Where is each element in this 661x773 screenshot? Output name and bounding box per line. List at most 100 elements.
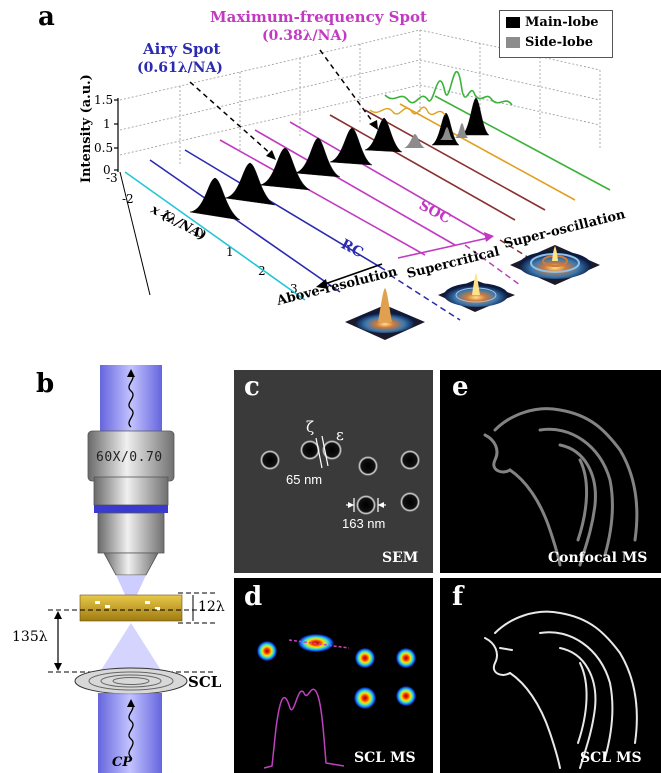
panel-label-a: a bbox=[38, 2, 55, 32]
objective-label: 60X/0.70 bbox=[96, 450, 163, 465]
scl-spots bbox=[257, 634, 416, 769]
spot-superoscillation bbox=[510, 245, 600, 285]
lobe-3 bbox=[259, 147, 311, 191]
ytick-0.5: 0.5 bbox=[94, 141, 113, 155]
lobe-7 bbox=[431, 112, 460, 146]
scl-ms-caption-d: SCL MS bbox=[354, 750, 416, 766]
legend-side-text: Side-lobe bbox=[525, 35, 594, 50]
gap-65-label: 65 nm bbox=[286, 472, 323, 487]
curve-purple-1 bbox=[219, 139, 426, 256]
label-rc: RC bbox=[338, 236, 366, 261]
gap-label: 12λ bbox=[198, 599, 225, 615]
dashed-arrows bbox=[189, 49, 376, 156]
focus-cone-top bbox=[116, 575, 146, 608]
distance-label: 135λ bbox=[12, 629, 48, 645]
label-superoscillation: Super-oscillation bbox=[502, 207, 627, 252]
cp-label: CP bbox=[112, 755, 133, 770]
wave-bottom bbox=[128, 702, 134, 758]
xtick-0: 0 bbox=[196, 226, 204, 240]
label-soc: SOC bbox=[416, 197, 453, 227]
label-supercritical: Supercritical bbox=[405, 244, 501, 282]
panel-label-c: c bbox=[244, 372, 260, 402]
spot-airy bbox=[345, 288, 425, 340]
scl-label: SCL bbox=[188, 673, 222, 691]
curve-green bbox=[434, 95, 611, 191]
airy-value: (0.61λ/NA) bbox=[137, 60, 223, 76]
focus-cone-bottom bbox=[98, 623, 164, 675]
confocal-lion bbox=[483, 407, 639, 567]
main-lobes bbox=[189, 97, 490, 221]
x-axis bbox=[119, 171, 151, 296]
epsilon-label: ε bbox=[336, 426, 344, 444]
above-resolution-arrow bbox=[321, 263, 383, 286]
panel-a-plot: 1.5 1 0.5 0 Intensity (a.u.) -3 -2 -1 0 … bbox=[79, 29, 627, 340]
gold-sample bbox=[79, 594, 183, 622]
sidelobe-1 bbox=[404, 134, 425, 148]
curve-cyan bbox=[124, 171, 306, 301]
lobe-2 bbox=[224, 162, 276, 206]
side-lobe-swatch bbox=[506, 37, 520, 48]
supercritical-arrow-head bbox=[484, 232, 494, 242]
supercritical-arrow bbox=[397, 237, 489, 259]
legend-main-text: Main-lobe bbox=[525, 15, 599, 30]
spot-supercritical bbox=[438, 273, 515, 312]
maxfreq-title: Maximum-frequency Spot bbox=[210, 8, 427, 26]
lobe-6 bbox=[364, 117, 403, 153]
scl-ms-caption-f: SCL MS bbox=[580, 750, 642, 766]
xtick--1: -1 bbox=[160, 208, 172, 222]
arrow-head-2 bbox=[369, 120, 378, 130]
lobe-8 bbox=[461, 97, 490, 136]
y-axis-label: Intensity (a.u.) bbox=[79, 74, 94, 183]
legend: Main-lobe Side-lobe bbox=[499, 10, 613, 58]
ytick-0: 0 bbox=[103, 163, 111, 177]
airy-title: Airy Spot bbox=[143, 40, 221, 58]
panel-b: b bbox=[0, 365, 225, 773]
panel-c: c ζ ε 65 nm 163 nm SEM bbox=[234, 370, 433, 573]
legend-main-lobe: Main-lobe bbox=[506, 15, 599, 30]
panel-d: d SCL MS bbox=[234, 578, 433, 773]
main-lobe-swatch bbox=[506, 17, 520, 28]
arrow-head-1 bbox=[266, 150, 276, 160]
profile-curve bbox=[263, 688, 345, 769]
baseline-curves bbox=[124, 95, 611, 301]
side-lobes bbox=[404, 123, 468, 148]
curve-brown-1 bbox=[329, 114, 516, 221]
sem-caption: SEM bbox=[382, 550, 419, 566]
xtick-1: 1 bbox=[226, 245, 234, 259]
curve-soc bbox=[289, 121, 486, 236]
grid-back-wall bbox=[119, 29, 601, 165]
curve-blue-1 bbox=[149, 159, 341, 293]
scl-lion bbox=[484, 610, 638, 769]
confocal-caption: Confocal MS bbox=[548, 550, 648, 566]
panel-b-diagram bbox=[48, 365, 215, 773]
xtick-3: 3 bbox=[290, 282, 298, 296]
ytick-1.5: 1.5 bbox=[94, 93, 113, 107]
panel-label-d: d bbox=[244, 582, 263, 612]
panel-label-f: f bbox=[452, 582, 464, 612]
curve-orange bbox=[399, 103, 576, 201]
xtick--3: -3 bbox=[106, 171, 118, 185]
xtick-2: 2 bbox=[258, 264, 266, 278]
sidelobe-3 bbox=[455, 123, 468, 138]
y-axis bbox=[114, 98, 119, 172]
ytick-1: 1 bbox=[103, 117, 111, 131]
lobe-4 bbox=[294, 137, 341, 178]
maxfreq-value: (0.38λ/NA) bbox=[262, 28, 348, 44]
panel-label-e: e bbox=[452, 372, 469, 402]
wave-top bbox=[128, 372, 134, 428]
green-oscillation bbox=[384, 70, 513, 106]
curve-brown-2 bbox=[364, 109, 546, 211]
curve-rc bbox=[184, 149, 386, 271]
panel-label-b: b bbox=[36, 369, 55, 399]
orange-oscillation bbox=[369, 106, 446, 116]
legend-side-lobe: Side-lobe bbox=[506, 35, 593, 50]
xtick--2: -2 bbox=[122, 192, 134, 206]
lobe-1 bbox=[189, 177, 241, 221]
zeta-label: ζ bbox=[306, 418, 315, 436]
lobe-5 bbox=[329, 127, 373, 166]
sidelobe-2 bbox=[440, 127, 453, 140]
panel-e: e Confocal MS bbox=[440, 370, 661, 573]
panel-f: f SCL MS bbox=[440, 578, 661, 773]
sem-holes bbox=[260, 435, 420, 515]
panel-a: a bbox=[0, 0, 661, 340]
